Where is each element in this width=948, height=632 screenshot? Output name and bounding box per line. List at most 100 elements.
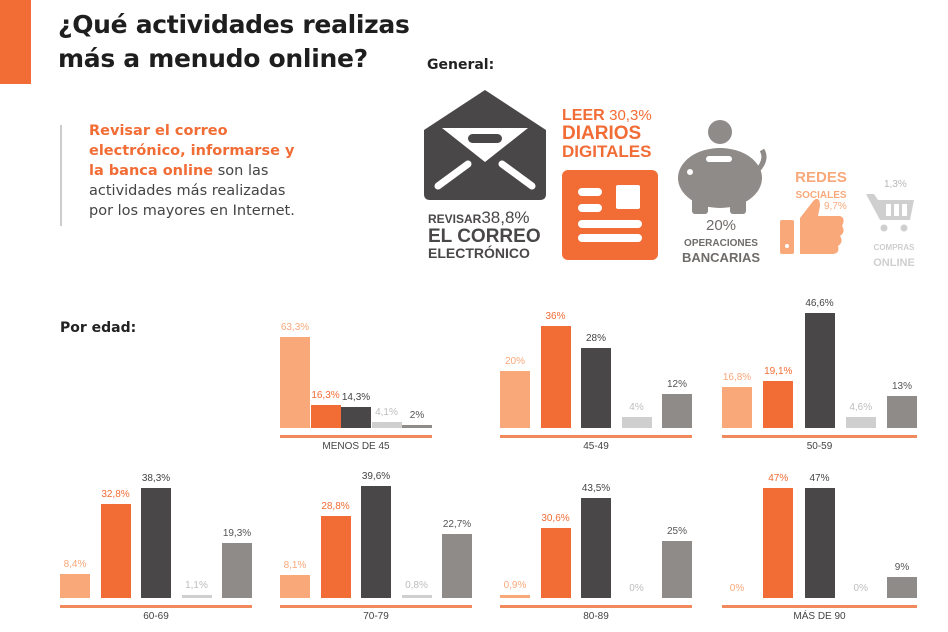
correo-stat: REVISAR38,8% EL CORREO ELECTRÓNICO bbox=[428, 209, 541, 262]
compras-l1: COMPRAS bbox=[873, 243, 915, 252]
bar bbox=[722, 386, 752, 428]
panel-baseline bbox=[500, 605, 692, 608]
bar bbox=[371, 422, 402, 428]
panel-baseline bbox=[280, 435, 432, 438]
panel-baseline bbox=[60, 605, 252, 608]
age-group-label: 45-49 bbox=[583, 441, 609, 452]
bar-value-label: 0% bbox=[853, 583, 868, 594]
bar-value-label: 32,8% bbox=[101, 488, 130, 500]
correo-l2: ELECTRÓNICO bbox=[428, 245, 530, 261]
bar bbox=[401, 595, 432, 598]
accent-bar bbox=[0, 0, 31, 84]
bar-value-label: 47% bbox=[809, 473, 830, 485]
correo-pre: REVISAR bbox=[428, 212, 482, 226]
bar-value-label: 43,5% bbox=[581, 482, 611, 494]
bar bbox=[621, 416, 652, 428]
bar bbox=[500, 371, 530, 428]
bar bbox=[280, 575, 310, 598]
page-title: ¿Qué actividades realizas más a menudo on… bbox=[58, 8, 410, 76]
bar-value-label: 9% bbox=[894, 561, 910, 573]
thumbs-up-icon bbox=[780, 198, 844, 254]
panel-baseline bbox=[722, 435, 917, 438]
bar bbox=[804, 312, 835, 428]
bar bbox=[662, 393, 692, 428]
bar bbox=[540, 527, 571, 598]
por-edad-label: Por edad: bbox=[60, 320, 137, 336]
bar bbox=[341, 407, 371, 428]
envelope-icon bbox=[424, 90, 546, 200]
shopping-cart-icon bbox=[866, 194, 914, 232]
panel-baseline bbox=[280, 605, 472, 608]
redes-stat: REDES SOCIALES bbox=[790, 170, 852, 202]
compras-l2: ONLINE bbox=[873, 257, 915, 269]
age-group-label: MENOS DE 45 bbox=[322, 441, 390, 452]
bar-value-label: 30,6% bbox=[541, 512, 570, 524]
bar-value-label: 19,1% bbox=[764, 365, 793, 377]
bar-value-label: 16,3% bbox=[311, 389, 340, 401]
bar bbox=[763, 380, 794, 428]
age-group-label: 70-79 bbox=[363, 611, 389, 622]
panel-baseline bbox=[500, 435, 692, 438]
redes-pct: 9,7% bbox=[824, 201, 847, 212]
bar-value-label: 25% bbox=[666, 525, 687, 537]
bar-value-label: 38,3% bbox=[141, 473, 171, 485]
bar-value-label: 14,3% bbox=[341, 392, 371, 404]
bar bbox=[280, 336, 310, 428]
bar-value-label: 46,6% bbox=[805, 297, 834, 309]
bar bbox=[540, 325, 571, 428]
bar-value-label: 0,8% bbox=[405, 580, 428, 591]
bar bbox=[310, 404, 341, 428]
bar-value-label: 20% bbox=[504, 356, 525, 368]
bar bbox=[181, 594, 212, 598]
diarios-l2: DIGITALES bbox=[562, 142, 652, 161]
banca-stat: 20% OPERACIONES BANCARIAS bbox=[676, 218, 766, 266]
newspaper-icon bbox=[562, 170, 658, 260]
piggy-bank-icon bbox=[678, 120, 767, 214]
bar-value-label: 19,3% bbox=[222, 527, 252, 539]
bar bbox=[581, 497, 611, 598]
bar-value-label: 28,8% bbox=[321, 501, 350, 513]
age-group-label: 50-59 bbox=[806, 441, 833, 452]
redes-l2: SOCIALES bbox=[795, 190, 847, 201]
bar bbox=[845, 416, 876, 428]
bar-value-label: 16,8% bbox=[722, 371, 752, 383]
lead-text: Revisar el correo electrónico, informars… bbox=[89, 121, 299, 221]
age-group-label: 60-69 bbox=[143, 611, 169, 622]
bar-value-label: 36% bbox=[545, 310, 566, 322]
bar bbox=[442, 533, 472, 598]
bar-value-label: 63,3% bbox=[280, 321, 310, 333]
title-line-1: ¿Qué actividades realizas bbox=[58, 10, 410, 39]
quote-rule bbox=[60, 125, 62, 226]
diarios-l1: DIARIOS bbox=[562, 123, 642, 144]
title-line-2: más a menudo online? bbox=[58, 44, 368, 73]
diarios-pre: LEER bbox=[562, 107, 605, 124]
bar bbox=[222, 542, 252, 598]
redes-l1: REDES bbox=[795, 169, 847, 186]
correo-l1: EL CORREO bbox=[428, 226, 541, 247]
bar-value-label: 8,1% bbox=[283, 560, 307, 572]
bar-value-label: 4,6% bbox=[849, 401, 873, 413]
bar bbox=[804, 488, 835, 598]
banca-l1: OPERACIONES bbox=[684, 238, 758, 249]
bar-value-label: 0,9% bbox=[503, 580, 527, 591]
compras-label: COMPRAS ONLINE bbox=[866, 238, 922, 270]
bar-value-label: 4% bbox=[629, 401, 644, 413]
diarios-pct: 30,3% bbox=[609, 107, 652, 124]
bar-value-label: 12% bbox=[666, 378, 687, 390]
diarios-stat: LEER 30,3% DIARIOS DIGITALES bbox=[562, 108, 652, 161]
compras-pct: 1,3% bbox=[884, 179, 907, 190]
bar-value-label: 1,1% bbox=[185, 579, 208, 591]
bar-value-label: 0% bbox=[729, 583, 745, 594]
bar-value-label: 13% bbox=[891, 380, 912, 392]
bar-value-label: 0% bbox=[629, 583, 644, 594]
lead-rest: son las actividades más realizadas por l… bbox=[89, 163, 295, 219]
bar bbox=[402, 425, 432, 428]
banca-l2: BANCARIAS bbox=[682, 250, 760, 265]
bar bbox=[100, 503, 131, 598]
bar-value-label: 8,4% bbox=[63, 558, 87, 570]
bar-value-label: 47% bbox=[768, 473, 789, 485]
bar bbox=[320, 516, 351, 598]
bar bbox=[361, 485, 391, 598]
bar-value-label: 4,1% bbox=[375, 407, 398, 419]
bar-value-label: 28% bbox=[585, 333, 606, 345]
